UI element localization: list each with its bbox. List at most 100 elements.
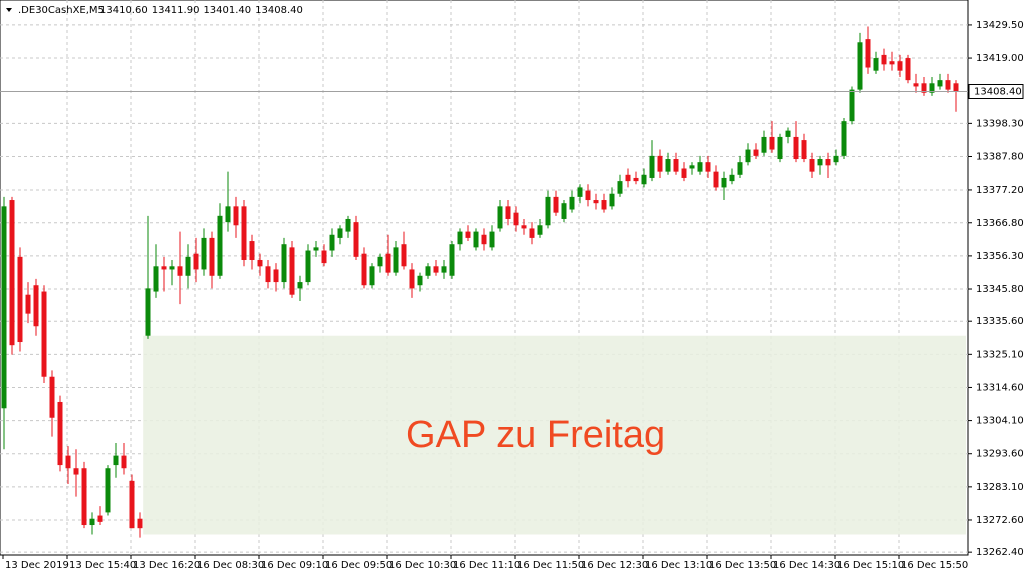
- candle-body: [121, 455, 127, 469]
- candle-body: [297, 282, 303, 289]
- candle-body: [545, 196, 551, 226]
- candle-body: [689, 165, 695, 169]
- candle-body: [377, 256, 383, 267]
- candle-body: [473, 231, 479, 248]
- candle-body: [697, 162, 703, 172]
- y-tick-label: 13366.80: [976, 218, 1024, 229]
- x-tick-label: 13 Dec 2019: [5, 560, 69, 571]
- x-tick-label: 16 Dec 11:10: [453, 560, 520, 571]
- candle-body: [41, 291, 47, 377]
- candle-body: [513, 212, 519, 226]
- candle-body: [537, 225, 543, 235]
- candle-body: [105, 468, 111, 513]
- candle-body: [265, 266, 271, 283]
- candle-body: [497, 206, 503, 229]
- candle-body: [657, 155, 663, 172]
- candle-body: [913, 83, 919, 87]
- candle-body: [529, 228, 535, 238]
- candle-body: [593, 200, 599, 204]
- x-tick-label: 13 Dec 16:20: [133, 560, 200, 571]
- candle-body: [809, 159, 815, 172]
- candle-body: [57, 401, 63, 466]
- candle-body: [745, 149, 751, 163]
- candle-body: [889, 61, 895, 65]
- candle-body: [257, 259, 263, 267]
- candle-body: [73, 468, 79, 475]
- candle-body: [873, 58, 879, 71]
- candle-body: [777, 136, 783, 160]
- candle-body: [857, 42, 863, 90]
- candle-body: [737, 162, 743, 175]
- candle-body: [345, 218, 351, 232]
- x-tick-label: 16 Dec 10:30: [389, 560, 456, 571]
- candle-body: [601, 200, 607, 210]
- candle-body: [617, 181, 623, 194]
- candle-body: [249, 241, 255, 260]
- x-tick-label: 16 Dec 15:10: [837, 560, 904, 571]
- y-tick-label: 13356.30: [976, 251, 1024, 262]
- candle-body: [945, 80, 951, 90]
- candle-body: [729, 174, 735, 182]
- menu-arrow[interactable]: [6, 8, 12, 12]
- candle-body: [313, 247, 319, 251]
- candle-body: [129, 480, 135, 529]
- candle-body: [65, 455, 71, 469]
- candle-body: [865, 39, 871, 68]
- candle-body: [185, 256, 191, 276]
- candle-body: [665, 159, 671, 172]
- candle-body: [465, 231, 471, 238]
- candle-body: [1, 206, 7, 409]
- candle-body: [817, 159, 823, 166]
- candle-body: [833, 155, 839, 163]
- candle-body: [321, 250, 327, 264]
- candle-body: [17, 256, 23, 343]
- candle-body: [361, 253, 367, 286]
- candle-body: [641, 174, 647, 185]
- candle-body: [489, 231, 495, 248]
- y-tick-label: 13293.60: [976, 449, 1024, 460]
- y-tick-label: 13304.10: [976, 416, 1024, 427]
- x-tick-label: 16 Dec 13:50: [709, 560, 776, 571]
- candle-body: [753, 149, 759, 156]
- candle-body: [49, 376, 55, 418]
- candle-body: [825, 159, 831, 166]
- symbol: .DE30CashXE,M5: [18, 5, 104, 16]
- candle-body: [505, 206, 511, 219]
- candle-body: [425, 266, 431, 276]
- candle-body: [161, 266, 167, 270]
- x-tick-label: 16 Dec 12:30: [581, 560, 648, 571]
- candle-body: [233, 206, 239, 226]
- candle-body: [369, 266, 375, 286]
- candle-body: [713, 171, 719, 188]
- x-tick-label: 16 Dec 14:30: [773, 560, 840, 571]
- candle-body: [353, 222, 359, 257]
- candle-body: [585, 190, 591, 201]
- candle-body: [577, 187, 583, 197]
- candle-body: [193, 253, 199, 270]
- candle-body: [137, 518, 143, 529]
- x-tick-label: 16 Dec 15:50: [901, 560, 968, 571]
- x-tick-label: 16 Dec 08:30: [197, 560, 264, 571]
- candle-body: [769, 136, 775, 150]
- candle-body: [25, 294, 31, 314]
- last-price-label: 13408.40: [974, 87, 1022, 98]
- x-tick-label: 13 Dec 15:40: [69, 560, 136, 571]
- candle-body: [401, 244, 407, 267]
- candle-body: [569, 196, 575, 210]
- candle-body: [553, 196, 559, 213]
- candle-body: [305, 250, 311, 283]
- candle-body: [953, 83, 959, 92]
- candle-body: [721, 177, 727, 188]
- candle-body: [169, 266, 175, 270]
- candle-body: [849, 89, 855, 122]
- candle-body: [281, 244, 287, 283]
- candle-body: [609, 193, 615, 207]
- candle-body: [937, 80, 943, 87]
- candle-body: [705, 162, 711, 172]
- candle-body: [385, 253, 391, 273]
- y-tick-label: 13283.10: [976, 482, 1024, 493]
- candle-body: [409, 269, 415, 289]
- candle-body: [625, 174, 631, 182]
- candle-body: [9, 200, 15, 346]
